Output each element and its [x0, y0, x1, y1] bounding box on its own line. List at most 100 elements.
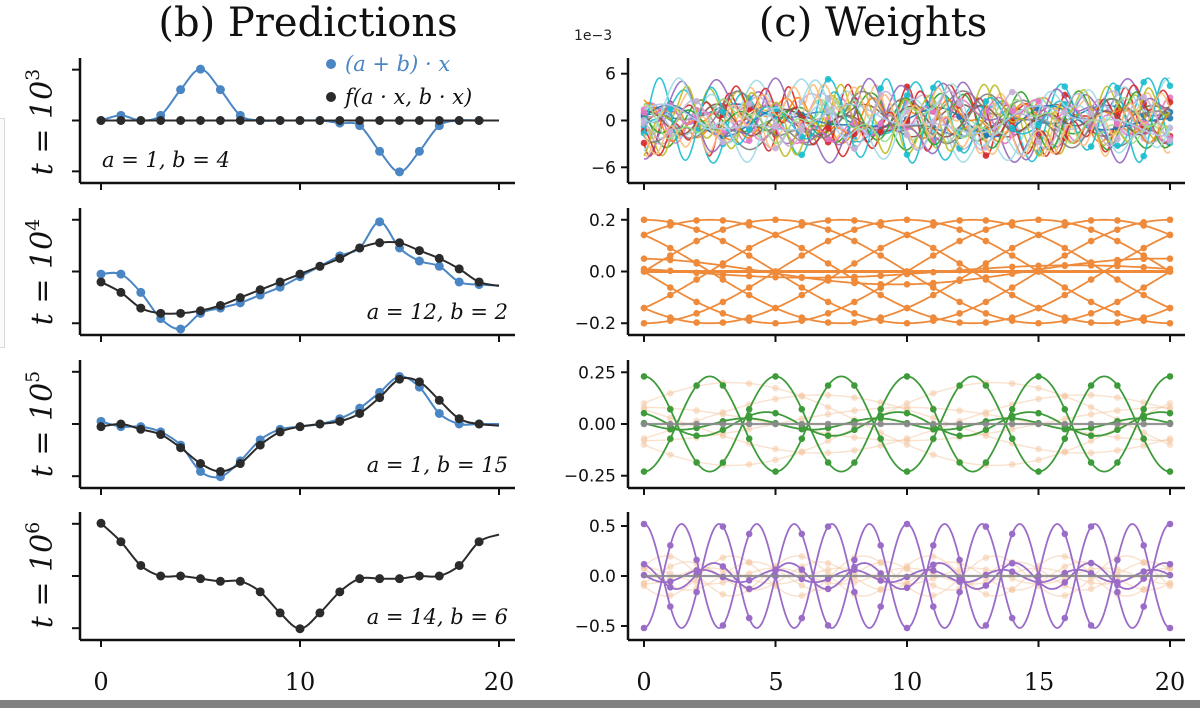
weights-2-curve-2-point-12 [956, 237, 963, 245]
weights-xtick-20: 20 [1155, 668, 1186, 696]
pred-4-series-0-point-15 [395, 574, 404, 584]
pred-2-annotation: a = 12, b = 2 [367, 300, 508, 324]
weights-2-curve-4-point-4 [745, 284, 753, 291]
weights-2-curve-8-point-2 [693, 258, 700, 266]
pred-1-annotation: a = 1, b = 4 [102, 148, 230, 172]
weights-2-curve-4-point-16 [1061, 284, 1069, 291]
weights-3-faded-2-point-7 [824, 437, 832, 445]
weights-4-faded-4-point-16 [1061, 563, 1069, 570]
weights-4-curve-2-point-1 [667, 584, 674, 591]
pred-4-series-0-point-8 [255, 587, 265, 597]
weights-2-curve-5-point-12 [956, 260, 963, 267]
weights-1-curve-27-point-15 [1035, 138, 1042, 146]
weights-3-faded-4-point-8 [851, 394, 858, 401]
weights-2-curve-8-point-3 [719, 262, 727, 269]
weights-4-curve-2-point-3 [719, 563, 727, 570]
weights-3-faded-4-point-3 [719, 408, 727, 416]
pred-2-series-1-point-11 [315, 261, 325, 271]
weights-2-curve-2-point-7 [824, 310, 832, 317]
weights-4-curve-0-point-2 [693, 588, 700, 596]
weights-chart-2: 0.2 0.0 −0.2 [575, 208, 1185, 342]
weights-3-curve-2-point-3 [719, 426, 727, 434]
weights-4-curve-0-point-18 [1114, 588, 1121, 596]
weights-3-faded-2-point-6 [798, 448, 806, 455]
weights-3-faded-4-point-11 [930, 414, 937, 422]
row-label-3-exp: 5 [22, 371, 44, 383]
weights-1-curve-3-point-0 [640, 139, 648, 147]
weights-1-curve-28-line [643, 83, 1171, 158]
weights-4-curve-1-point-3 [719, 622, 727, 629]
weights-2-curve-7-point-3 [719, 217, 727, 224]
weights-2-curve-0-point-14 [1008, 284, 1016, 291]
weights-4-curve-1-point-0 [640, 624, 648, 632]
weights-3-curve-0-point-13 [982, 459, 990, 466]
weights-4-curve-1-point-10 [903, 520, 911, 528]
weights-3-curve-0-point-16 [1061, 405, 1069, 413]
weights-4-curve-0-point-12 [956, 556, 963, 564]
weights-4-curve-3-point-12 [956, 578, 963, 585]
weights-3-zero-line-point-5 [772, 420, 779, 428]
weights-2-curve-9-point-6 [798, 274, 806, 281]
weights-2-curve-3-point-18 [1114, 276, 1121, 283]
weights-3-zero-line-point-12 [956, 420, 963, 428]
weights-2-curve-1-point-19 [1140, 222, 1147, 229]
pred-xtick-10: 10 [285, 668, 316, 696]
row-label-2: t = 104 [22, 219, 60, 326]
weights-3-faded-3-point-6 [798, 415, 806, 423]
weights-3-faded-0-point-14 [1008, 425, 1016, 433]
weights-3-zero-line-point-15 [1035, 420, 1042, 428]
weights-3-zero-line-point-13 [982, 420, 990, 428]
weights-4-curve-0-point-1 [667, 603, 674, 610]
weights-4-curve-2-point-4 [745, 585, 753, 593]
weights-2-ytick-label-2: −0.2 [575, 314, 616, 334]
weights-2-curve-6-point-19 [1140, 284, 1147, 291]
pred-1-series-1-point-3 [156, 116, 166, 125]
weights-4-curve-3-point-4 [745, 577, 753, 584]
weights-3-zero-line-point-7 [824, 420, 832, 428]
weights-4-faded-2-point-19 [1140, 559, 1147, 566]
weights-4-curve-1-point-13 [982, 523, 990, 530]
pred-3-series-1-point-8 [255, 440, 265, 450]
weights-3-curve-1-point-14 [1008, 435, 1016, 443]
pred-1-series-1-point-2 [136, 116, 146, 125]
weights-4-curve-1-point-19 [1140, 542, 1147, 549]
pred-2-series-0-point-1 [116, 269, 126, 279]
weights-4-curve-0-point-17 [1087, 523, 1095, 530]
pred-4-series-0-point-9 [275, 608, 285, 618]
weights-1-curve-18-point-7 [824, 124, 832, 132]
weights-2-curve-9-point-9 [877, 272, 884, 279]
weights-3-curve-1-point-2 [693, 382, 700, 389]
weights-2-curve-4-point-14 [1008, 252, 1016, 259]
pred-2-series-1-point-3 [156, 308, 166, 318]
row-label-4-text: t = 10 [25, 534, 60, 628]
weights-3-faded-0-point-16 [1061, 415, 1069, 423]
weights-2-curve-8-point-8 [851, 279, 858, 287]
weights-1-curve-24-point-15 [1035, 121, 1042, 129]
weights-3-zero-line-point-6 [798, 420, 806, 428]
pred-4-series-0-point-4 [176, 571, 186, 581]
weights-3-faded-1-point-1 [667, 414, 674, 422]
weights-2-curve-4-point-7 [824, 237, 832, 245]
weights-3-zero-line-point-11 [930, 420, 937, 428]
weights-4-curve-3-point-6 [798, 575, 806, 583]
weights-3-faded-1-point-7 [824, 449, 832, 457]
weights-1-curve-27-point-19 [1140, 93, 1147, 101]
weights-3-faded-2-point-5 [772, 456, 779, 464]
weights-2-curve-4-point-20 [1166, 319, 1174, 327]
weights-3-faded-4-point-18 [1114, 447, 1121, 454]
weights-3-curve-0-point-0 [640, 373, 648, 380]
weights-2-curve-8-point-20 [1166, 255, 1174, 263]
weights-3-faded-5-point-15 [1035, 456, 1042, 464]
pred-2-series-1-point-10 [295, 269, 305, 279]
weights-2-curve-7-point-20 [1166, 231, 1174, 239]
weights-1-curve-24-point-0 [640, 129, 648, 137]
pred-4-series-0-point-16 [414, 571, 424, 581]
weights-3-zero-line-point-0 [640, 420, 648, 428]
weights-4-faded-2-point-16 [1061, 592, 1069, 599]
weights-2-curve-1-point-18 [1114, 217, 1121, 224]
pred-4-series-0-point-2 [136, 560, 146, 570]
pred-3-series-1-point-17 [434, 395, 444, 405]
weights-3-curve-3-point-9 [877, 415, 884, 422]
weights-4-curve-0-point-19 [1140, 603, 1147, 610]
weights-1-ytick-label-0: 6 [605, 65, 616, 85]
